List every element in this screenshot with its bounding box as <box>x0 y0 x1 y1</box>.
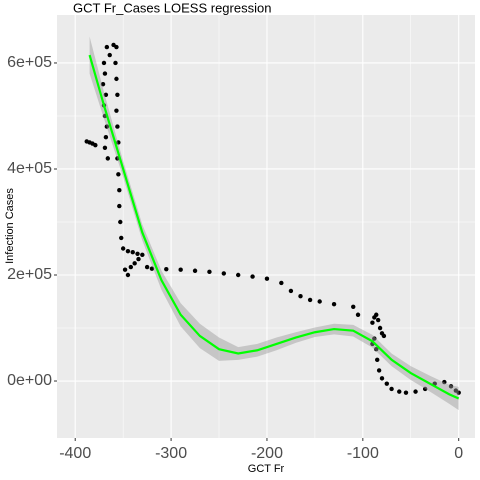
x-tick-label: 0 <box>454 445 463 462</box>
x-tick-label: -100 <box>347 445 379 462</box>
data-point <box>317 299 322 304</box>
data-point <box>331 301 337 307</box>
data-point <box>103 134 109 140</box>
data-point <box>120 246 126 251</box>
data-point <box>375 357 380 363</box>
data-point <box>207 269 212 275</box>
data-point <box>351 304 356 310</box>
data-point <box>288 288 294 294</box>
data-point <box>264 276 270 281</box>
x-tick-label: -300 <box>155 445 187 462</box>
y-tick-label: 0e+00 <box>7 372 52 389</box>
data-point <box>422 386 428 392</box>
data-point <box>93 142 98 148</box>
data-point <box>104 44 110 50</box>
data-point <box>376 368 382 373</box>
data-point <box>117 187 122 193</box>
data-point <box>125 248 131 254</box>
data-point <box>136 256 141 262</box>
data-point <box>113 60 118 66</box>
data-point <box>114 108 119 113</box>
plot-panel <box>57 15 475 438</box>
data-point <box>384 381 389 386</box>
data-point <box>164 266 169 272</box>
data-point <box>107 52 112 58</box>
data-point <box>379 376 385 381</box>
data-point <box>397 389 402 394</box>
data-point <box>114 44 119 50</box>
data-point <box>103 92 109 97</box>
data-point <box>117 203 122 209</box>
x-tick-label: -400 <box>59 445 91 462</box>
data-point <box>128 264 134 270</box>
data-point <box>374 347 379 352</box>
data-point <box>221 271 227 276</box>
data-point <box>115 92 120 97</box>
data-point <box>403 390 409 395</box>
x-tick-label: -200 <box>251 445 283 462</box>
data-point <box>100 81 106 87</box>
data-point <box>102 145 108 150</box>
data-point <box>250 274 255 279</box>
chart-title: GCT Fr_Cases LOESS regression <box>73 0 271 15</box>
data-point <box>135 251 140 256</box>
data-point <box>140 252 145 258</box>
data-point <box>307 297 313 303</box>
data-point <box>235 272 241 278</box>
data-point <box>104 124 110 129</box>
data-point <box>144 264 150 270</box>
data-point <box>118 219 123 225</box>
data-point <box>372 336 377 341</box>
loess-line <box>88 54 460 400</box>
data-point <box>149 266 155 271</box>
y-tick-label: 4e+05 <box>7 160 52 177</box>
data-point <box>115 124 120 129</box>
data-point <box>413 389 418 394</box>
data-point <box>381 333 387 339</box>
data-point <box>122 267 128 272</box>
data-point <box>105 156 111 161</box>
data-point <box>116 172 121 177</box>
data-point <box>101 60 107 66</box>
data-point <box>125 272 131 278</box>
data-point <box>102 71 108 76</box>
data-point <box>375 317 381 323</box>
data-point <box>298 294 303 299</box>
data-point <box>119 235 124 241</box>
data-point <box>355 312 361 317</box>
y-tick-label: 2e+05 <box>7 266 52 283</box>
data-point <box>389 386 394 392</box>
data-point <box>456 390 461 395</box>
data-point <box>279 280 284 286</box>
y-tick-label: 6e+05 <box>7 54 52 71</box>
data-point <box>178 267 183 272</box>
data-point <box>132 261 137 266</box>
data-point <box>114 76 119 82</box>
data-point <box>130 250 135 255</box>
data-point <box>442 379 447 385</box>
y-axis-label: Infection Cases <box>4 188 16 264</box>
data-point <box>448 384 454 389</box>
data-point <box>374 312 379 317</box>
data-point <box>116 140 121 145</box>
data-point <box>192 268 198 273</box>
data-point <box>377 325 383 331</box>
data-point <box>370 320 375 325</box>
x-axis-label: GCT Fr <box>248 463 285 475</box>
